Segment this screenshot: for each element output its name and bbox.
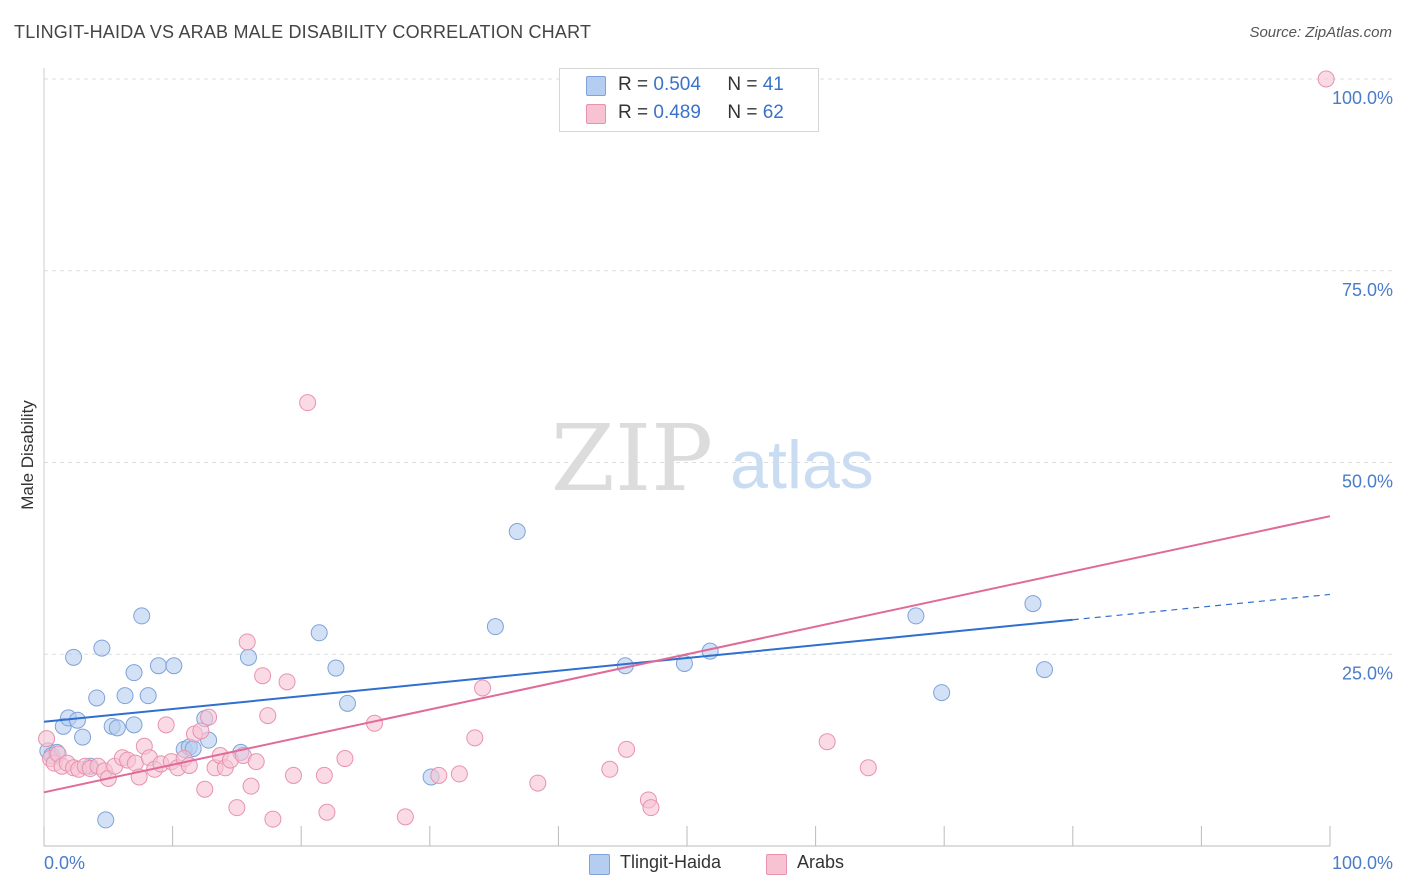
y-tick-label: 50.0% bbox=[1342, 472, 1393, 492]
trend-lines bbox=[43, 515, 1331, 794]
arabs-point bbox=[618, 740, 636, 758]
n-value: 41 bbox=[762, 74, 784, 95]
tlingit-haida-point bbox=[88, 689, 106, 707]
stats-legend: R = 0.504 N = 41 R = 0.489 N = 62 bbox=[559, 68, 819, 132]
y-tick-label: 100.0% bbox=[1332, 88, 1393, 108]
arabs-point bbox=[259, 707, 277, 725]
arabs-point bbox=[859, 759, 877, 777]
pink-swatch bbox=[586, 104, 606, 124]
y-tick-label: 25.0% bbox=[1342, 663, 1393, 683]
tlingit-haida-point bbox=[108, 719, 126, 737]
arabs-point bbox=[264, 810, 282, 828]
tlingit-haida-point bbox=[65, 648, 83, 666]
arabs-point bbox=[157, 716, 175, 734]
tlingit-haida-point bbox=[486, 618, 504, 636]
arabs-point bbox=[396, 808, 414, 826]
tlingit-haida-point bbox=[933, 684, 951, 702]
arabs-point bbox=[601, 760, 619, 778]
axes bbox=[43, 68, 1331, 847]
arabs-point bbox=[284, 766, 302, 784]
watermark-atlas: atlas bbox=[730, 427, 874, 503]
tlingit-haida-point bbox=[116, 687, 134, 705]
arabs-point bbox=[642, 799, 660, 817]
arabs-point bbox=[529, 774, 547, 792]
tick-labels: 100.0% 75.0% 50.0% 25.0% 0.0% 100.0% bbox=[44, 88, 1393, 873]
arabs-point bbox=[336, 750, 354, 768]
arabs-point bbox=[247, 753, 265, 771]
tlingit-haida-point bbox=[68, 711, 86, 729]
arabs-point bbox=[318, 803, 336, 821]
watermark: ZIP atlas bbox=[551, 405, 874, 512]
watermark-zip: ZIP bbox=[551, 405, 713, 512]
r-label: R = bbox=[618, 102, 649, 123]
tlingit-haida-point bbox=[327, 659, 345, 677]
tlingit-haida-point bbox=[149, 657, 167, 675]
tlingit-haida-point bbox=[338, 694, 356, 712]
arabs-point bbox=[1317, 70, 1335, 88]
tlingit-haida-point bbox=[133, 607, 151, 625]
arabs-point bbox=[466, 729, 484, 747]
tlingit-haida-point bbox=[74, 728, 92, 746]
arabs-point bbox=[278, 673, 296, 691]
arabs-point bbox=[196, 780, 214, 798]
blue-swatch bbox=[589, 854, 610, 875]
tlingit-haida-point bbox=[165, 657, 183, 675]
arabs-point bbox=[192, 722, 210, 740]
legend-label: Tlingit-Haida bbox=[620, 852, 722, 872]
tlingit-haida-point bbox=[310, 624, 328, 642]
tlingit-haida-point bbox=[1036, 661, 1054, 679]
tlingit-haida-point bbox=[125, 716, 143, 734]
arabs-point bbox=[450, 765, 468, 783]
pink-swatch bbox=[766, 854, 787, 875]
r-label: R = bbox=[618, 74, 649, 95]
n-label: N = bbox=[727, 102, 758, 123]
tlingit-haida-trend-line bbox=[43, 618, 1073, 723]
arabs-point bbox=[242, 777, 260, 795]
tlingit-haida-point bbox=[139, 687, 157, 705]
arabs-point bbox=[474, 679, 492, 697]
r-value: 0.489 bbox=[653, 102, 701, 123]
r-value: 0.504 bbox=[653, 74, 701, 95]
tlingit-haida-point bbox=[93, 639, 111, 657]
n-value: 62 bbox=[762, 102, 784, 123]
arabs-trend-line bbox=[43, 515, 1331, 794]
x-tick-label: 0.0% bbox=[44, 853, 85, 873]
arabs-point bbox=[818, 733, 836, 751]
n-label: N = bbox=[727, 74, 758, 95]
source-label: Source: ZipAtlas.com bbox=[1249, 24, 1392, 41]
legend-label: Arabs bbox=[797, 852, 845, 872]
arabs-point bbox=[228, 799, 246, 817]
arabs-point bbox=[254, 667, 272, 685]
chart-title: TLINGIT-HAIDA VS ARAB MALE DISABILITY CO… bbox=[14, 22, 592, 42]
arabs-point bbox=[238, 633, 256, 651]
tlingit-haida-point bbox=[239, 648, 257, 666]
arabs-point bbox=[200, 708, 218, 726]
arabs-point bbox=[430, 766, 448, 784]
tlingit-haida-point bbox=[97, 811, 115, 829]
y-tick-label: 75.0% bbox=[1342, 280, 1393, 300]
x-tick-label: 100.0% bbox=[1332, 853, 1393, 873]
tlingit-haida-trend-extension bbox=[1072, 593, 1331, 621]
arabs-point bbox=[315, 766, 333, 784]
tlingit-haida-point bbox=[907, 607, 925, 625]
arabs-point bbox=[299, 394, 317, 412]
gridlines bbox=[44, 78, 1395, 655]
arabs-point bbox=[38, 730, 56, 748]
tlingit-haida-point bbox=[508, 523, 526, 541]
tlingit-haida-point bbox=[1024, 595, 1042, 613]
blue-swatch bbox=[586, 76, 606, 96]
tlingit-haida-point bbox=[125, 664, 143, 682]
